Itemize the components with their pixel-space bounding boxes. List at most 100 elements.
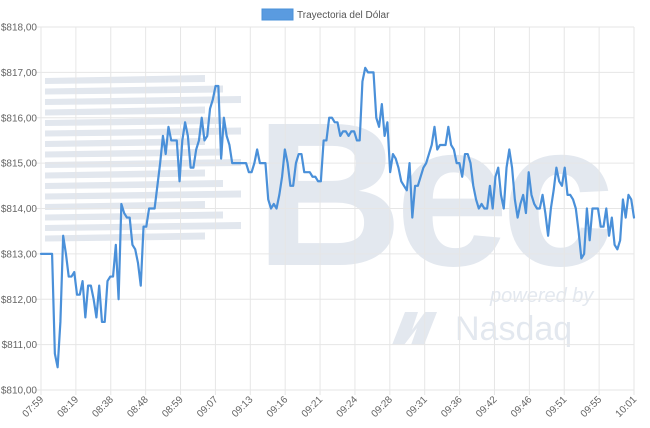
data-point[interactable] <box>62 235 64 237</box>
data-point[interactable] <box>553 189 555 191</box>
data-point[interactable] <box>245 162 247 164</box>
data-point[interactable] <box>173 139 175 142</box>
data-point[interactable] <box>522 194 524 196</box>
data-point[interactable] <box>142 226 145 228</box>
data-point[interactable] <box>558 180 560 182</box>
data-point[interactable] <box>145 226 147 228</box>
data-point[interactable] <box>342 130 344 132</box>
data-point[interactable] <box>98 285 100 287</box>
data-point[interactable] <box>411 216 413 219</box>
data-point[interactable] <box>167 126 170 128</box>
data-point[interactable] <box>436 148 438 151</box>
data-point[interactable] <box>131 244 134 246</box>
data-point[interactable] <box>630 198 632 201</box>
data-point[interactable] <box>505 167 508 169</box>
data-point[interactable] <box>458 162 461 164</box>
data-point[interactable] <box>431 144 433 146</box>
data-point[interactable] <box>353 130 355 132</box>
data-point[interactable] <box>323 139 325 142</box>
data-point[interactable] <box>40 253 42 255</box>
data-point[interactable] <box>287 162 289 164</box>
data-point[interactable] <box>129 216 131 219</box>
data-point[interactable] <box>303 171 305 173</box>
data-point[interactable] <box>170 139 172 142</box>
data-point[interactable] <box>422 167 424 169</box>
legend-swatch[interactable] <box>261 8 294 21</box>
data-point[interactable] <box>68 275 70 278</box>
data-point[interactable] <box>298 153 300 155</box>
data-point[interactable] <box>104 321 106 323</box>
data-point[interactable] <box>536 207 538 210</box>
data-point[interactable] <box>403 185 405 187</box>
data-point[interactable] <box>627 194 630 196</box>
data-point[interactable] <box>533 203 535 205</box>
data-point[interactable] <box>480 203 483 205</box>
data-point[interactable] <box>530 194 533 196</box>
data-point[interactable] <box>237 162 239 164</box>
data-point[interactable] <box>253 162 255 164</box>
data-point[interactable] <box>115 244 117 246</box>
data-point[interactable] <box>616 248 618 250</box>
data-point[interactable] <box>81 280 84 282</box>
data-point[interactable] <box>178 180 181 182</box>
data-point[interactable] <box>93 298 95 300</box>
data-point[interactable] <box>614 244 616 246</box>
data-point[interactable] <box>414 185 416 187</box>
data-point[interactable] <box>561 185 563 187</box>
data-point[interactable] <box>264 162 267 164</box>
data-point[interactable] <box>541 194 544 196</box>
data-point[interactable] <box>370 71 372 73</box>
data-point[interactable] <box>43 253 45 255</box>
data-point[interactable] <box>48 253 50 255</box>
data-point[interactable] <box>295 162 297 164</box>
data-point[interactable] <box>406 189 408 191</box>
data-point[interactable] <box>622 198 624 201</box>
data-point[interactable] <box>625 216 627 219</box>
data-point[interactable] <box>389 171 391 173</box>
data-point[interactable] <box>281 176 283 178</box>
data-point[interactable] <box>217 85 219 87</box>
data-point[interactable] <box>356 139 358 142</box>
data-point[interactable] <box>198 139 200 142</box>
data-point[interactable] <box>492 207 494 210</box>
data-point[interactable] <box>45 253 48 255</box>
data-point[interactable] <box>450 144 452 146</box>
data-point[interactable] <box>190 167 192 169</box>
chart-legend[interactable]: Trayectoria del Dólar <box>261 8 390 21</box>
data-point[interactable] <box>84 316 86 318</box>
data-point[interactable] <box>444 144 447 146</box>
data-point[interactable] <box>372 71 375 73</box>
data-point[interactable] <box>117 298 120 300</box>
data-point[interactable] <box>589 239 591 241</box>
data-point[interactable] <box>508 148 510 151</box>
data-point[interactable] <box>442 144 444 146</box>
data-point[interactable] <box>586 207 588 210</box>
data-point[interactable] <box>262 162 264 164</box>
data-point[interactable] <box>234 162 236 164</box>
data-point[interactable] <box>239 162 242 164</box>
data-point[interactable] <box>469 162 472 164</box>
data-point[interactable] <box>223 117 225 119</box>
data-point[interactable] <box>148 207 150 210</box>
data-point[interactable] <box>181 139 183 142</box>
data-point[interactable] <box>248 171 250 173</box>
data-point[interactable] <box>154 207 156 210</box>
data-point[interactable] <box>456 162 458 164</box>
data-point[interactable] <box>120 203 122 205</box>
data-point[interactable] <box>500 194 502 196</box>
data-point[interactable] <box>569 194 571 196</box>
data-point[interactable] <box>514 198 516 201</box>
data-point[interactable] <box>539 207 541 210</box>
data-point[interactable] <box>259 162 261 164</box>
data-point[interactable] <box>156 185 158 187</box>
data-point[interactable] <box>575 207 577 210</box>
data-point[interactable] <box>311 176 314 178</box>
data-point[interactable] <box>278 194 280 196</box>
data-point[interactable] <box>511 167 513 169</box>
data-point[interactable] <box>580 257 582 260</box>
data-point[interactable] <box>497 167 499 169</box>
data-point[interactable] <box>519 203 521 205</box>
data-point[interactable] <box>159 162 161 164</box>
data-point[interactable] <box>112 275 114 278</box>
data-point[interactable] <box>54 353 56 355</box>
